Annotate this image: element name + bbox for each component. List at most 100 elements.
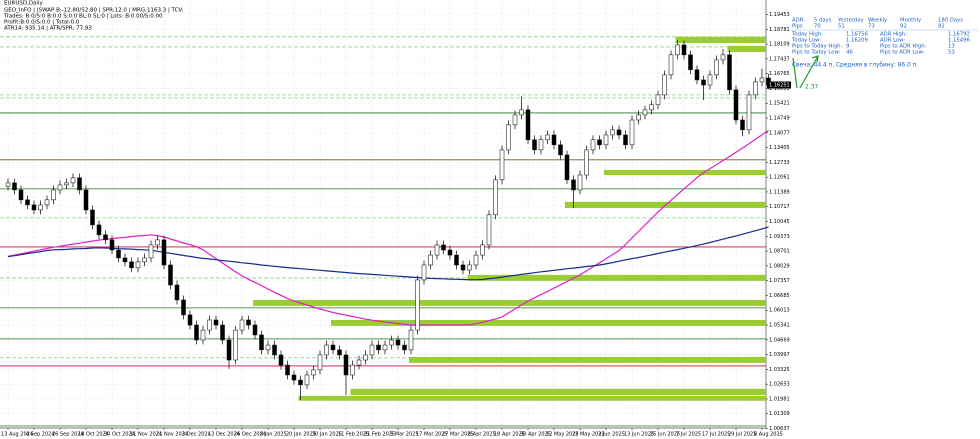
trend-arrow — [799, 55, 819, 89]
x-tick-label: 12 May 2025 — [546, 432, 579, 438]
candle-body — [200, 329, 206, 341]
moving-average — [7, 226, 769, 281]
candle-body — [681, 44, 687, 56]
candle-body — [44, 199, 50, 206]
x-tick-label: 30 Jan 2025 — [312, 432, 342, 438]
panel-cell: Pips to Today Low: — [792, 50, 840, 56]
candle-body — [187, 314, 193, 326]
x-tick-label: 26 Sep 2024 — [52, 432, 84, 438]
y-tick-label: 1.15421 — [769, 101, 790, 107]
y-tick-label: 1.10045 — [769, 219, 790, 225]
candle-body — [161, 239, 167, 266]
info-line: GEO_InFO | |SWAP B:-12.80/S2.80 | SPR:12… — [4, 8, 184, 14]
candle-body — [480, 244, 485, 256]
candle-body — [694, 69, 700, 81]
candle-body — [512, 114, 518, 126]
y-tick-label: 1.05341 — [769, 323, 790, 329]
panel-cell: Pips — [792, 24, 803, 30]
x-tick-label: 13 Aug 2024 — [1, 432, 33, 438]
candle-body — [122, 257, 128, 263]
candle-body — [181, 299, 186, 316]
candle-body — [317, 354, 323, 371]
x-tick-label: 21 Nov 2024 — [156, 432, 188, 438]
candle-body — [486, 214, 492, 246]
candle-body — [733, 89, 739, 121]
candle-body — [610, 129, 615, 136]
candle-body — [714, 59, 719, 76]
candle-body — [376, 344, 381, 351]
panel-cell: 53 — [948, 50, 955, 56]
x-tick-label: 13 Jun 2025 — [624, 432, 654, 438]
candle-body — [168, 264, 173, 286]
candle-body — [649, 104, 654, 111]
x-tick-label: 20 Jan 2025 — [286, 432, 316, 438]
y-tick-label: 1.16093 — [769, 86, 790, 92]
candle-body — [311, 369, 316, 376]
candle-body — [291, 374, 297, 381]
x-tick-label: 7 Jul 2025 — [676, 432, 701, 438]
panel-cell: 1.16209 — [846, 38, 868, 44]
x-tick-label: 13 Dec 2024 — [208, 432, 240, 438]
x-tick-label: 21 Feb 2025 — [364, 432, 395, 438]
candle-body — [220, 324, 225, 341]
candle-body — [545, 134, 550, 141]
panel-cell: Pips to ADR High: — [880, 44, 927, 50]
x-tick-label: 8 Jan 2025 — [260, 432, 287, 438]
y-tick-label: 1.14749 — [769, 116, 790, 122]
panel-cell: 9 — [846, 44, 849, 50]
candle-body — [655, 94, 661, 106]
candle-body — [25, 199, 30, 206]
candle-body — [239, 319, 245, 331]
x-tick-label: 26 Dec 2024 — [234, 432, 266, 438]
candle-body — [759, 77, 765, 83]
candle-body — [558, 144, 563, 156]
candle-body — [64, 182, 69, 186]
candle-body — [304, 374, 310, 386]
x-tick-label: 11 Feb 2025 — [338, 432, 369, 438]
y-tick-label: 1.08701 — [769, 249, 790, 255]
panel-cell: Today High: — [791, 32, 823, 38]
candle-body — [506, 124, 511, 151]
candle-body — [337, 349, 342, 356]
candle-body — [246, 319, 251, 326]
candle-body — [207, 319, 212, 331]
zone — [604, 169, 766, 175]
candle-body — [77, 177, 82, 191]
candle-body — [753, 81, 758, 96]
panel-cell: 1.16792 — [948, 32, 970, 38]
panel-cell: 1.15496 — [948, 38, 971, 44]
x-tick-label: 3 Dec 2024 — [182, 432, 211, 438]
candle-body — [194, 324, 199, 341]
candle-body — [278, 354, 284, 366]
y-tick-label: 1.10717 — [769, 204, 790, 210]
candle-body — [174, 284, 180, 301]
panel-cell: 13 — [948, 44, 955, 50]
candle-body — [324, 344, 329, 356]
y-tick-label: 1.12061 — [769, 175, 790, 181]
candle-body — [96, 224, 102, 236]
y-tick-label: 1.18781 — [769, 27, 790, 33]
candle-body — [285, 364, 290, 376]
candle-body — [38, 204, 43, 211]
panel-cell: 51 — [838, 24, 845, 30]
candle-body — [428, 254, 433, 266]
candle-body — [31, 204, 37, 211]
candle-body — [155, 239, 160, 246]
candle-body — [70, 177, 76, 184]
y-tick-label: 1.04669 — [769, 337, 790, 343]
candle-body — [493, 179, 498, 216]
candle-body — [538, 139, 544, 151]
candle-body — [701, 79, 706, 86]
candle-body — [707, 74, 713, 86]
candle-body — [434, 244, 440, 256]
zone — [675, 36, 766, 43]
panel-cell: Today Low: — [791, 38, 821, 44]
panel-header: ADR — [792, 18, 804, 24]
candle-body — [408, 329, 414, 351]
candle-body — [330, 344, 336, 351]
candle-body — [454, 254, 459, 266]
candle-body — [298, 379, 303, 386]
candle-body — [629, 119, 635, 146]
candle-body — [259, 334, 264, 351]
